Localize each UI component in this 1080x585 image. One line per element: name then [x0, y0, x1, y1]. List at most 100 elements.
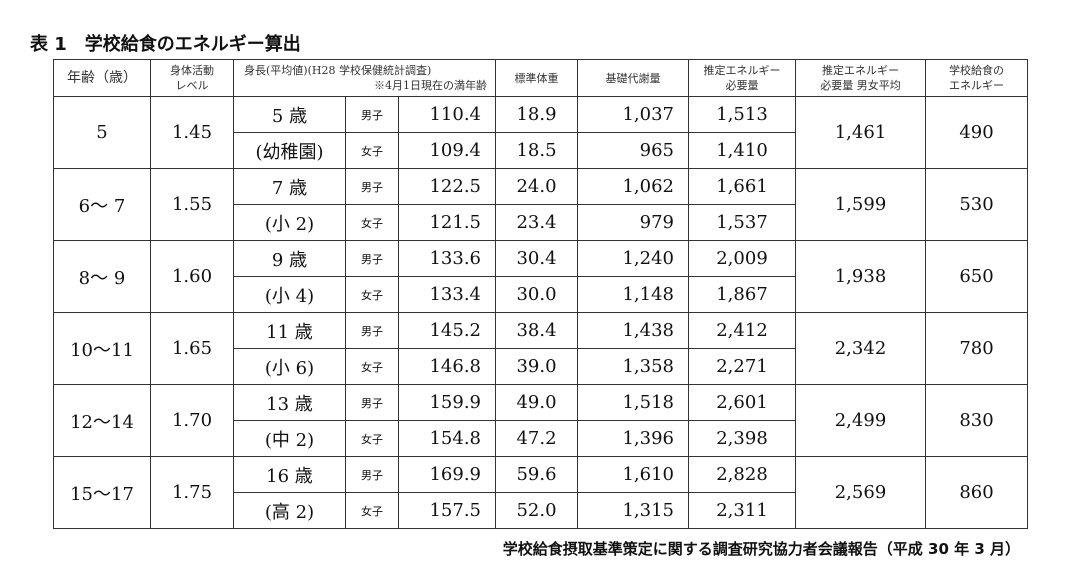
sex-cell: 女子	[345, 132, 399, 169]
sex-cell: 女子	[345, 204, 399, 241]
header-activity: 身体活動 レベル	[150, 59, 234, 97]
age-cell: 6〜 7	[53, 168, 151, 241]
energy-cell: 1,661	[688, 168, 796, 205]
grade-label: (小 2)	[233, 204, 346, 241]
school-energy-cell: 530	[925, 168, 1028, 241]
header-energy-avg: 推定エネルギー 必要量 男女平均	[795, 59, 926, 97]
energy-avg-cell: 2,499	[795, 384, 926, 457]
energy-avg-cell: 2,569	[795, 456, 926, 529]
table-row: 8〜 9 1.60 9 歳男子 133.6 30.4 1,240 2,009 1,938 650	[53, 240, 1028, 313]
height-cell: 159.9	[398, 384, 496, 421]
bmr-cell: 979	[577, 204, 689, 241]
bmr-cell: 1,610	[577, 456, 689, 493]
age-cell: 5	[53, 96, 151, 169]
weight-cell: 23.4	[495, 204, 578, 241]
energy-table: 年齢（歳） 身体活動 レベル 身長(平均値)(H28 学校保健統計調査) ※4月1…	[53, 59, 1028, 529]
grade-label: 7 歳	[233, 168, 346, 205]
energy-cell: 1,537	[688, 204, 796, 241]
school-energy-cell: 780	[925, 312, 1028, 385]
energy-cell: 2,009	[688, 240, 796, 277]
activity-cell: 1.55	[150, 168, 234, 241]
bmr-cell: 1,037	[577, 96, 689, 133]
table-row: (小 4) 女子 133.4 30.0 1,148 1,867	[54, 276, 1028, 313]
height-cell: 121.5	[398, 204, 496, 241]
bmr-cell: 1,438	[577, 312, 689, 349]
weight-cell: 30.0	[495, 276, 578, 313]
sex-cell: 男子	[345, 96, 399, 133]
school-energy-cell: 860	[925, 456, 1028, 529]
energy-cell: 1,513	[688, 96, 796, 133]
activity-cell: 1.60	[150, 240, 234, 313]
age-cell: 10〜11	[53, 312, 151, 385]
age-cell: 8〜 9	[53, 240, 151, 313]
weight-cell: 49.0	[495, 384, 578, 421]
table-title: 表 1 学校給食のエネルギー算出	[30, 34, 301, 55]
height-cell: 122.5	[398, 168, 496, 205]
weight-cell: 39.0	[495, 348, 578, 385]
grade-label: (幼稚園)	[233, 132, 346, 169]
energy-cell: 2,828	[688, 456, 796, 493]
grade-label: (小 6)	[233, 348, 346, 385]
bmr-cell: 1,148	[577, 276, 689, 313]
table-row: (幼稚園) 女子 109.4 18.5 965 1,410	[54, 132, 1028, 169]
grade-label: 16 歳	[233, 456, 346, 493]
grade-label: (小 4)	[233, 276, 346, 313]
height-cell: 145.2	[398, 312, 496, 349]
bmr-cell: 1,396	[577, 420, 689, 457]
table-row: (小 2) 女子 121.5 23.4 979 1,537	[54, 204, 1028, 241]
table-row: 10〜11 1.65 11 歳男子 145.2 38.4 1,438 2,412 2,342 7…	[53, 312, 1028, 385]
height-cell: 146.8	[398, 348, 496, 385]
table-row: (小 6) 女子 146.8 39.0 1,358 2,271	[54, 348, 1028, 385]
bmr-cell: 1,358	[577, 348, 689, 385]
weight-cell: 38.4	[495, 312, 578, 349]
weight-cell: 18.9	[495, 96, 578, 133]
school-energy-cell: 490	[925, 96, 1028, 169]
activity-cell: 1.65	[150, 312, 234, 385]
school-energy-cell: 830	[925, 384, 1028, 457]
activity-cell: 1.75	[150, 456, 234, 529]
table-row: 6〜 7 1.55 7 歳男子 122.5 24.0 1,062 1,661 1,599 530	[53, 168, 1028, 241]
header-height: 身長(平均値)(H28 学校保健統計調査) ※4月1日現在の満年齢	[233, 59, 496, 97]
height-cell: 154.8	[398, 420, 496, 457]
energy-cell: 1,410	[688, 132, 796, 169]
grade-label: (高 2)	[233, 492, 346, 529]
energy-cell: 2,412	[688, 312, 796, 349]
energy-avg-cell: 1,461	[795, 96, 926, 169]
height-cell: 169.9	[398, 456, 496, 493]
header-row: 年齢（歳） 身体活動 レベル 身長(平均値)(H28 学校保健統計調査) ※4月1…	[53, 59, 1028, 97]
energy-avg-cell: 2,342	[795, 312, 926, 385]
grade-label: 5 歳	[233, 96, 346, 133]
grade-label: 11 歳	[233, 312, 346, 349]
header-age: 年齢（歳）	[53, 59, 151, 97]
table-row: (中 2) 女子 154.8 47.2 1,396 2,398	[54, 420, 1028, 457]
energy-avg-cell: 1,599	[795, 168, 926, 241]
weight-cell: 59.6	[495, 456, 578, 493]
height-cell: 109.4	[398, 132, 496, 169]
energy-cell: 2,311	[688, 492, 796, 529]
sex-cell: 男子	[345, 456, 399, 493]
weight-cell: 52.0	[495, 492, 578, 529]
sex-cell: 男子	[345, 384, 399, 421]
header-school: 学校給食の エネルギー	[925, 59, 1028, 97]
header-energy: 推定エネルギー 必要量	[688, 59, 796, 97]
sex-cell: 男子	[345, 168, 399, 205]
table-row: (高 2) 女子 157.5 52.0 1,315 2,311	[54, 492, 1028, 529]
school-energy-cell: 650	[925, 240, 1028, 313]
header-weight: 標準体重	[495, 59, 578, 97]
bmr-cell: 1,062	[577, 168, 689, 205]
activity-cell: 1.70	[150, 384, 234, 457]
height-cell: 133.6	[398, 240, 496, 277]
grade-label: (中 2)	[233, 420, 346, 457]
sex-cell: 女子	[345, 348, 399, 385]
energy-cell: 1,867	[688, 276, 796, 313]
sex-cell: 男子	[345, 312, 399, 349]
weight-cell: 24.0	[495, 168, 578, 205]
sex-cell: 女子	[345, 276, 399, 313]
bmr-cell: 1,518	[577, 384, 689, 421]
table-row: 12〜14 1.70 13 歳男子 159.9 49.0 1,518 2,601 2,499 8…	[53, 384, 1028, 457]
weight-cell: 47.2	[495, 420, 578, 457]
sex-cell: 男子	[345, 240, 399, 277]
bmr-cell: 1,240	[577, 240, 689, 277]
activity-cell: 1.45	[150, 96, 234, 169]
source-note: 学校給食摂取基準策定に関する調査研究協力者会議報告（平成 30 年 3 月）	[502, 540, 1020, 558]
